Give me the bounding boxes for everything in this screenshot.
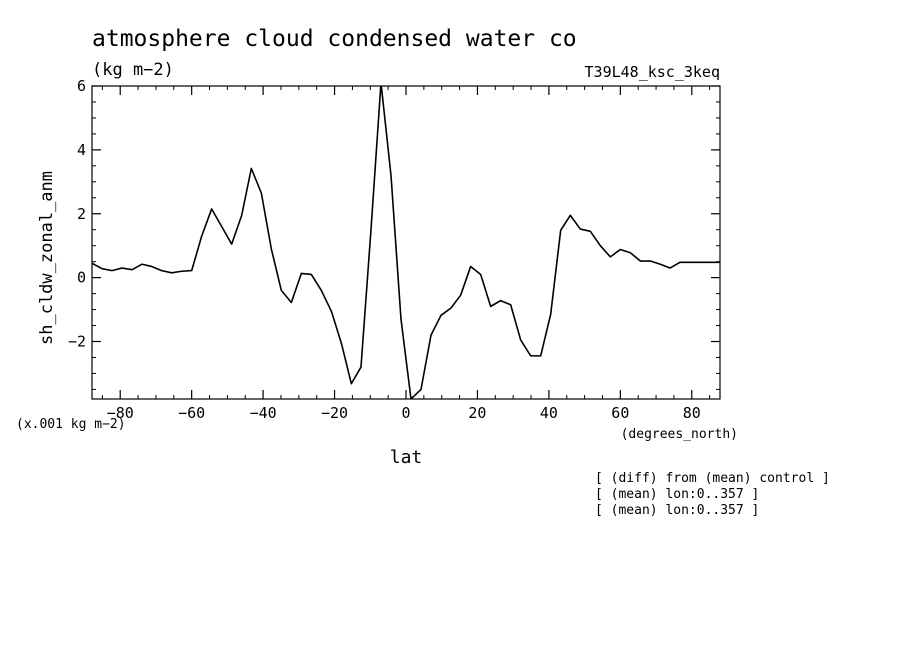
x-tick-label: 20 bbox=[468, 404, 486, 422]
x-minor-ticks bbox=[101, 86, 711, 399]
x-tick-label: −40 bbox=[250, 404, 277, 422]
x-units-label: (degrees_north) bbox=[621, 427, 738, 442]
y-tick-label: 2 bbox=[77, 205, 86, 223]
chart-title: atmosphere cloud condensed water co bbox=[92, 26, 577, 52]
plot-frame bbox=[91, 85, 721, 400]
y-tick-label: −2 bbox=[68, 333, 86, 351]
x-tick-label: 0 bbox=[401, 404, 410, 422]
x-tick-label: 40 bbox=[540, 404, 558, 422]
note-line-2: [ (mean) lon:0..357 ] bbox=[595, 487, 759, 502]
y-tick-label: 0 bbox=[77, 269, 86, 287]
series-layer bbox=[92, 86, 720, 399]
y-tick-label: 6 bbox=[77, 77, 86, 95]
x-tick-label: −60 bbox=[178, 404, 205, 422]
note-line-3: [ (mean) lon:0..357 ] bbox=[595, 503, 759, 518]
x-tick-label: −20 bbox=[321, 404, 348, 422]
note-line-1: [ (diff) from (mean) control ] bbox=[595, 471, 830, 486]
x-axis: −80 −60 −40 −20 0 20 40 60 80 bbox=[107, 86, 701, 422]
y-minor-ticks bbox=[92, 101, 720, 390]
x-tick-label: −80 bbox=[107, 404, 134, 422]
series-line-0 bbox=[92, 86, 720, 399]
x-tick-label: 80 bbox=[683, 404, 701, 422]
y-axis: −2 0 2 4 6 bbox=[68, 77, 720, 351]
x-axis-label: lat bbox=[390, 447, 423, 468]
y-scale-note: (x.001 kg m−2) bbox=[16, 417, 126, 432]
y-tick-label: 4 bbox=[77, 141, 86, 159]
experiment-label: T39L48_ksc_3keq bbox=[585, 63, 720, 81]
chart-units: (kg m−2) bbox=[92, 60, 174, 80]
x-tick-label: 60 bbox=[611, 404, 629, 422]
y-axis-label: sh_cldw_zonal_anm bbox=[37, 171, 57, 345]
